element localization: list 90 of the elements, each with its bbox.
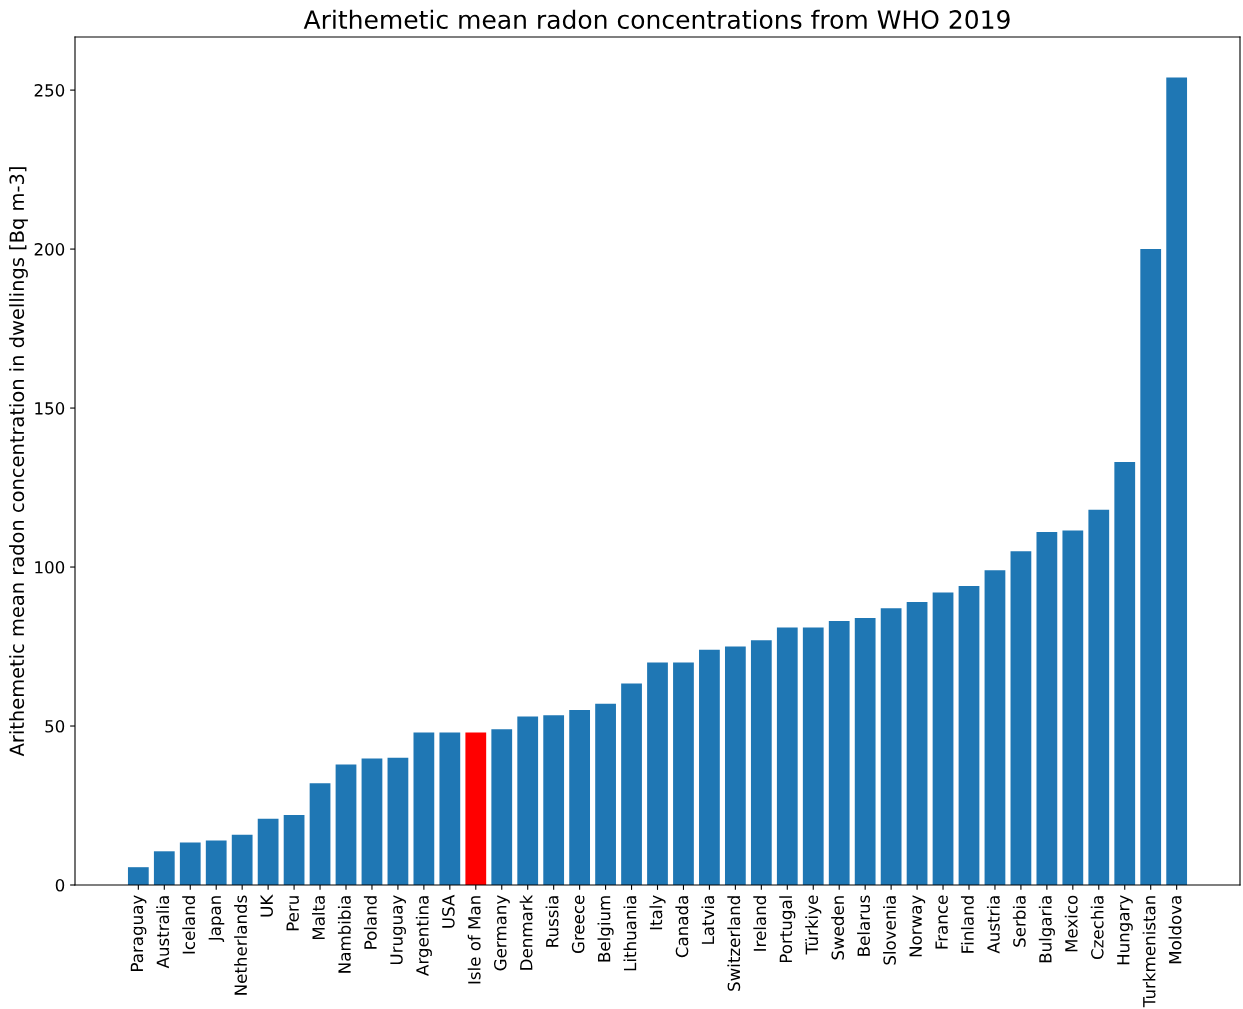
bar (1088, 509, 1110, 885)
bar (647, 662, 668, 885)
x-tick-label: Poland (363, 896, 377, 949)
bar (699, 649, 720, 885)
x-tick-label: Türkiye (805, 895, 822, 955)
bar (1062, 530, 1084, 885)
x-tick-label: France (935, 895, 948, 949)
x-tick-label: Ireland (753, 896, 767, 951)
x-tick-label: Isle of Man (467, 896, 481, 984)
bar (491, 729, 513, 885)
y-tick-label: 50 (45, 719, 65, 733)
bar (724, 646, 746, 885)
bar (309, 783, 331, 885)
x-tick-label: USA (442, 894, 455, 928)
x-tick-label: Lithuania (623, 896, 637, 971)
x-tick-label: Hungary (1117, 895, 1133, 965)
x-tick-label: Malta (311, 896, 325, 940)
x-tick-label: Bulgaria (1038, 896, 1055, 963)
bar (906, 602, 928, 885)
x-tick-label: Netherlands (234, 895, 248, 995)
x-tick-label: Japan (208, 896, 225, 943)
y-tick-label: 100 (35, 561, 65, 574)
x-tick-label: Serbia (1012, 896, 1026, 947)
bar (1036, 532, 1058, 885)
x-tick-label: Russia (545, 896, 559, 947)
x-tick-label: Belarus (857, 895, 870, 956)
bar (1166, 77, 1188, 885)
bar (387, 757, 409, 885)
bar (205, 840, 227, 885)
bar (776, 627, 798, 885)
x-tick-label: Australia (156, 896, 170, 969)
bar (335, 764, 357, 885)
bar (1114, 462, 1136, 885)
x-tick-label: Mexico (1064, 895, 1078, 952)
bar (932, 592, 954, 885)
bar (517, 716, 539, 885)
bar (958, 586, 980, 885)
x-tick-label: Austria (986, 896, 1000, 954)
bar (1010, 551, 1032, 885)
bar (1140, 249, 1162, 885)
bar (361, 758, 383, 885)
x-tick-label: Uruguay (390, 895, 406, 965)
x-tick-label: Portugal (779, 896, 796, 963)
y-tick-label: 150 (35, 402, 65, 415)
x-tick-label: Germany (493, 895, 510, 971)
bar (179, 842, 201, 885)
y-tick-label: 200 (34, 243, 65, 256)
x-tick-label: UK (260, 894, 273, 917)
bar (750, 640, 772, 885)
x-tick-label: Slovenia (883, 896, 896, 965)
y-tick-label: 0 (55, 878, 65, 892)
bar (595, 703, 616, 885)
x-tick-label: Argentina (415, 896, 432, 976)
bar (543, 715, 565, 885)
bar (621, 683, 642, 885)
bar (257, 818, 279, 885)
x-tick-label: Sweden (831, 896, 845, 960)
bar (802, 627, 824, 885)
x-tick-label: Turkmenistan (1142, 896, 1156, 1008)
x-tick-label: Greece (571, 895, 585, 954)
x-tick-label: Iceland (182, 896, 196, 954)
x-tick-label: Switzerland (727, 896, 741, 991)
x-tick-label: Moldova (1168, 896, 1182, 964)
x-tick-label: Paraguay (130, 895, 147, 971)
x-tick-label: Canada (675, 896, 689, 958)
x-tick-label: Nambibia (337, 896, 351, 973)
x-tick-label: Latvia (701, 896, 715, 944)
bar (828, 621, 850, 885)
chart-title: Arithemetic mean radon concentrations from WHO 2019 (303, 9, 1010, 30)
bar (880, 608, 902, 885)
y-tick-label: 250 (34, 84, 65, 97)
bar (984, 570, 1006, 885)
bar (413, 732, 435, 885)
bar (465, 732, 487, 885)
bar (439, 732, 461, 885)
bar (854, 617, 876, 885)
x-tick-label: Norway (909, 895, 926, 957)
bar (153, 851, 175, 885)
x-tick-label: Italy (649, 895, 666, 930)
bar (673, 662, 694, 885)
bar (231, 834, 253, 885)
x-tick-label: Belgium (597, 896, 614, 962)
y-axis-title: Arithemetic mean radon concentration in dwellings [Bq m-3] (9, 167, 28, 757)
bar (569, 710, 591, 885)
x-tick-label: Czechia (1090, 896, 1104, 959)
x-tick-label: Finland (960, 896, 974, 953)
bar (127, 867, 149, 885)
x-tick-label: Peru (286, 896, 299, 931)
bar (283, 815, 305, 885)
x-tick-label: Denmark (519, 894, 533, 970)
